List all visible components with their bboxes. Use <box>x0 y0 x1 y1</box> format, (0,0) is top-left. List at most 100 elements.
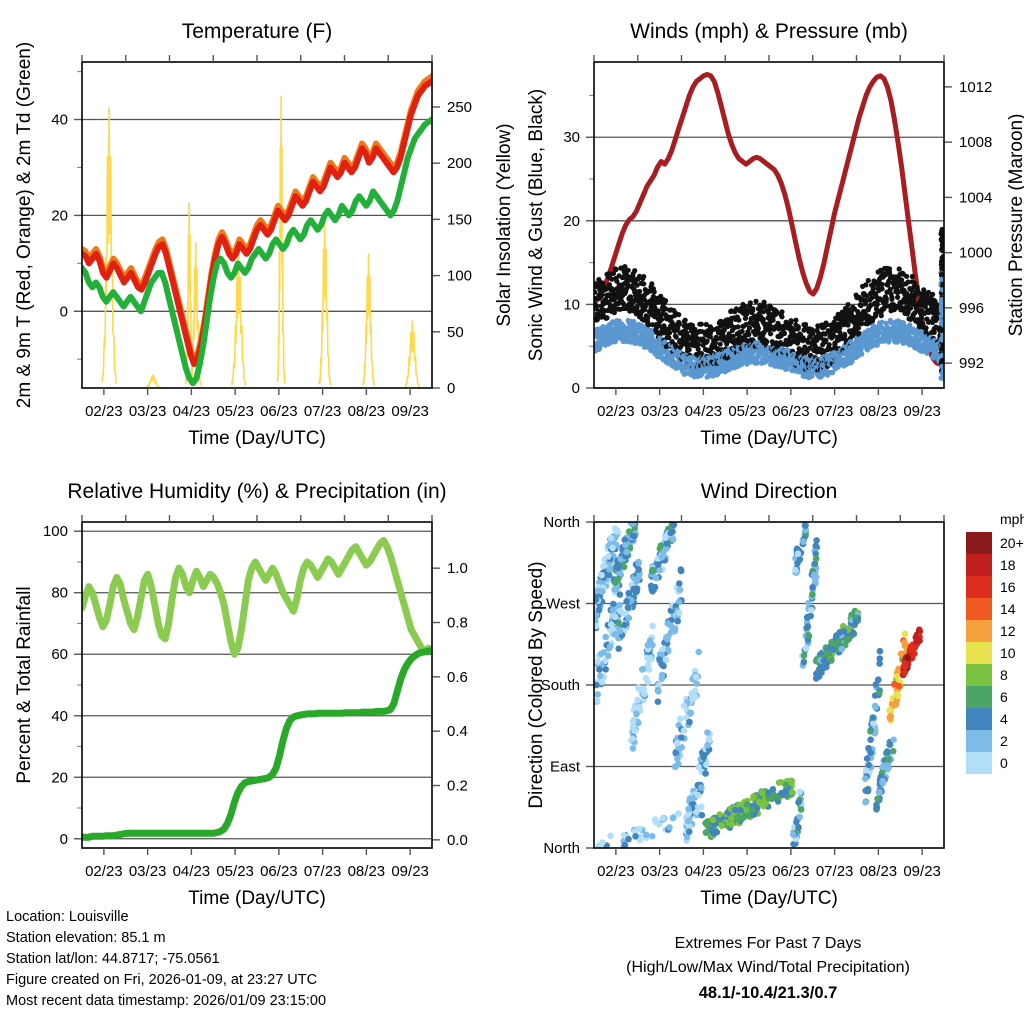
svg-text:4: 4 <box>1000 711 1008 727</box>
svg-text:05/23: 05/23 <box>728 863 766 880</box>
svg-text:04/23: 04/23 <box>173 863 211 880</box>
svg-text:60: 60 <box>51 646 68 663</box>
svg-text:40: 40 <box>51 112 68 129</box>
svg-text:West: West <box>546 596 581 613</box>
svg-text:1.0: 1.0 <box>447 560 468 577</box>
svg-text:100: 100 <box>43 523 68 540</box>
svg-text:08/23: 08/23 <box>860 403 898 420</box>
svg-text:03/23: 03/23 <box>641 403 679 420</box>
svg-text:Time (Day/UTC): Time (Day/UTC) <box>700 428 838 449</box>
svg-text:North: North <box>543 840 580 857</box>
svg-text:18: 18 <box>1000 557 1016 573</box>
svg-text:150: 150 <box>447 211 472 228</box>
svg-text:0.4: 0.4 <box>447 723 468 740</box>
footer-line: Station elevation: 85.1 m <box>6 930 166 946</box>
svg-text:06/23: 06/23 <box>772 863 810 880</box>
svg-text:0: 0 <box>60 831 68 848</box>
humidity-chart: Relative Humidity (%) & Precipitation (i… <box>14 480 468 909</box>
svg-text:08/23: 08/23 <box>860 863 898 880</box>
svg-text:12: 12 <box>1000 623 1016 639</box>
temperature-chart: Temperature (F) 0 20 40 0 50 100 150 200 250 Solar… <box>14 20 515 449</box>
panel-wind-direction: Wind Direction North West South East North Dir… <box>512 460 1024 920</box>
svg-text:1004: 1004 <box>959 189 992 206</box>
svg-text:0.8: 0.8 <box>447 615 468 632</box>
svg-text:06/23: 06/23 <box>772 403 810 420</box>
svg-text:Temperature (F): Temperature (F) <box>182 20 333 43</box>
svg-text:05/23: 05/23 <box>216 863 254 880</box>
svg-text:1000: 1000 <box>959 245 992 262</box>
svg-text:8: 8 <box>1000 667 1008 683</box>
svg-text:08/23: 08/23 <box>348 403 386 420</box>
svg-text:07/23: 07/23 <box>304 863 342 880</box>
svg-text:0: 0 <box>60 303 68 320</box>
svg-text:07/23: 07/23 <box>816 863 854 880</box>
svg-text:Time (Day/UTC): Time (Day/UTC) <box>188 428 326 449</box>
svg-text:50: 50 <box>447 324 464 341</box>
svg-text:Station Pressure (Maroon): Station Pressure (Maroon) <box>1006 114 1024 337</box>
svg-text:Sonic Wind & Gust (Blue, Black: Sonic Wind & Gust (Blue, Black) <box>526 89 547 361</box>
svg-text:1012: 1012 <box>959 79 992 96</box>
svg-text:Extremes For Past 7 Days: Extremes For Past 7 Days <box>675 935 862 952</box>
svg-text:14: 14 <box>1000 601 1016 617</box>
svg-text:04/23: 04/23 <box>685 403 723 420</box>
svg-text:0: 0 <box>447 380 455 397</box>
svg-text:Relative Humidity (%) & Precip: Relative Humidity (%) & Precipitation (i… <box>67 480 446 503</box>
svg-text:06/23: 06/23 <box>260 403 298 420</box>
svg-text:02/23: 02/23 <box>597 403 635 420</box>
svg-text:992: 992 <box>959 355 984 372</box>
svg-text:30: 30 <box>563 129 580 146</box>
panel-winds: Winds (mph) & Pressure (mb) 0 10 20 30 992 996… <box>512 0 1024 460</box>
svg-text:09/23: 09/23 <box>903 403 941 420</box>
svg-text:09/23: 09/23 <box>391 863 429 880</box>
svg-text:20+: 20+ <box>1000 535 1024 551</box>
svg-text:09/23: 09/23 <box>903 863 941 880</box>
svg-text:6: 6 <box>1000 689 1008 705</box>
extremes-block: Extremes For Past 7 Days (High/Low/Max Wi… <box>512 920 1024 1024</box>
svg-text:10: 10 <box>563 296 580 313</box>
extremes-text: Extremes For Past 7 Days (High/Low/Max Wi… <box>626 935 910 1002</box>
panel-temperature: Temperature (F) 0 20 40 0 50 100 150 200 250 Solar… <box>0 0 515 460</box>
footer-metadata: Location: Louisville Station elevation: 8… <box>0 905 512 1024</box>
svg-text:05/23: 05/23 <box>216 403 254 420</box>
svg-text:40: 40 <box>51 708 68 725</box>
footer-line: Station lat/lon: 44.8717; -75.0561 <box>6 951 220 967</box>
svg-text:Solar Insolation (Yellow): Solar Insolation (Yellow) <box>494 123 515 326</box>
svg-text:05/23: 05/23 <box>728 403 766 420</box>
svg-text:0: 0 <box>1000 755 1008 771</box>
svg-text:04/23: 04/23 <box>685 863 723 880</box>
svg-text:East: East <box>550 759 581 776</box>
svg-text:100: 100 <box>447 268 472 285</box>
svg-text:16: 16 <box>1000 579 1016 595</box>
svg-text:South: South <box>541 677 580 694</box>
svg-text:04/23: 04/23 <box>173 403 211 420</box>
footer-line: Location: Louisville <box>6 909 129 925</box>
svg-text:(High/Low/Max Wind/Total Preci: (High/Low/Max Wind/Total Precipitation) <box>626 959 910 976</box>
svg-text:2m & 9m T (Red, Orange) & 2m T: 2m & 9m T (Red, Orange) & 2m Td (Green) <box>14 42 35 408</box>
svg-text:06/23: 06/23 <box>260 863 298 880</box>
svg-text:250: 250 <box>447 99 472 116</box>
svg-text:20: 20 <box>51 769 68 786</box>
svg-text:48.1/-10.4/21.3/0.7: 48.1/-10.4/21.3/0.7 <box>699 984 838 1002</box>
svg-text:80: 80 <box>51 585 68 602</box>
svg-text:2: 2 <box>1000 733 1008 749</box>
svg-text:0.2: 0.2 <box>447 778 468 795</box>
svg-text:09/23: 09/23 <box>391 403 429 420</box>
svg-text:02/23: 02/23 <box>85 863 123 880</box>
svg-text:Direction (Colored By Speed): Direction (Colored By Speed) <box>526 561 547 808</box>
svg-text:03/23: 03/23 <box>641 863 679 880</box>
svg-text:North: North <box>543 514 580 531</box>
svg-text:02/23: 02/23 <box>597 863 635 880</box>
svg-text:07/23: 07/23 <box>304 403 342 420</box>
svg-text:0.6: 0.6 <box>447 669 468 686</box>
svg-text:Time (Day/UTC): Time (Day/UTC) <box>188 888 326 909</box>
svg-text:996: 996 <box>959 300 984 317</box>
svg-text:03/23: 03/23 <box>129 863 167 880</box>
svg-text:1008: 1008 <box>959 134 992 151</box>
svg-text:07/23: 07/23 <box>816 403 854 420</box>
svg-text:200: 200 <box>447 155 472 172</box>
svg-text:mph: mph <box>1000 511 1024 527</box>
svg-text:20: 20 <box>51 207 68 224</box>
svg-text:0: 0 <box>572 380 580 397</box>
svg-text:02/23: 02/23 <box>85 403 123 420</box>
